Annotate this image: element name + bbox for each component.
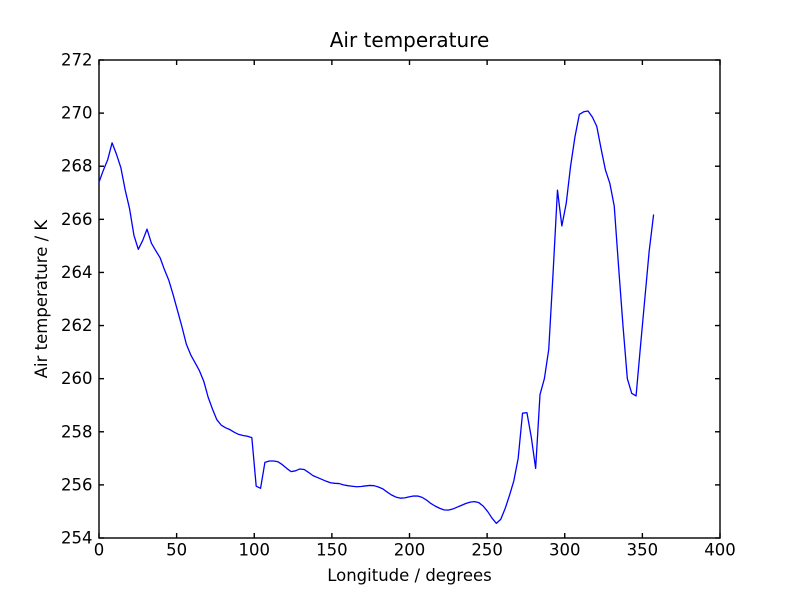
x-tick-label: 100 xyxy=(239,541,271,560)
y-tick-label: 262 xyxy=(61,316,93,335)
y-tick-label: 272 xyxy=(61,51,93,70)
x-tick-label: 300 xyxy=(549,541,581,560)
x-tick-label: 0 xyxy=(94,541,105,560)
y-tick-label: 264 xyxy=(61,263,93,282)
x-tick-label: 50 xyxy=(166,541,187,560)
x-tick-label: 350 xyxy=(627,541,659,560)
temperature-line xyxy=(98,110,655,525)
x-tick-label: 200 xyxy=(394,541,426,560)
x-axis-label: Longitude / degrees xyxy=(327,566,492,585)
y-axis-label: Air temperature / K xyxy=(32,219,51,379)
y-tick-label: 268 xyxy=(61,157,93,176)
y-tick-label: 256 xyxy=(61,475,93,494)
x-tick-label: 250 xyxy=(471,541,503,560)
plot-frame xyxy=(98,59,721,539)
y-tick-label: 266 xyxy=(61,210,93,229)
y-tick-label: 260 xyxy=(61,369,93,388)
y-tick-label: 254 xyxy=(61,529,93,548)
chart-title: Air temperature xyxy=(330,28,490,52)
x-tick-label: 400 xyxy=(704,541,736,560)
y-tick-label: 258 xyxy=(61,422,93,441)
y-tick-label: 270 xyxy=(61,104,93,123)
x-tick-label: 150 xyxy=(316,541,348,560)
